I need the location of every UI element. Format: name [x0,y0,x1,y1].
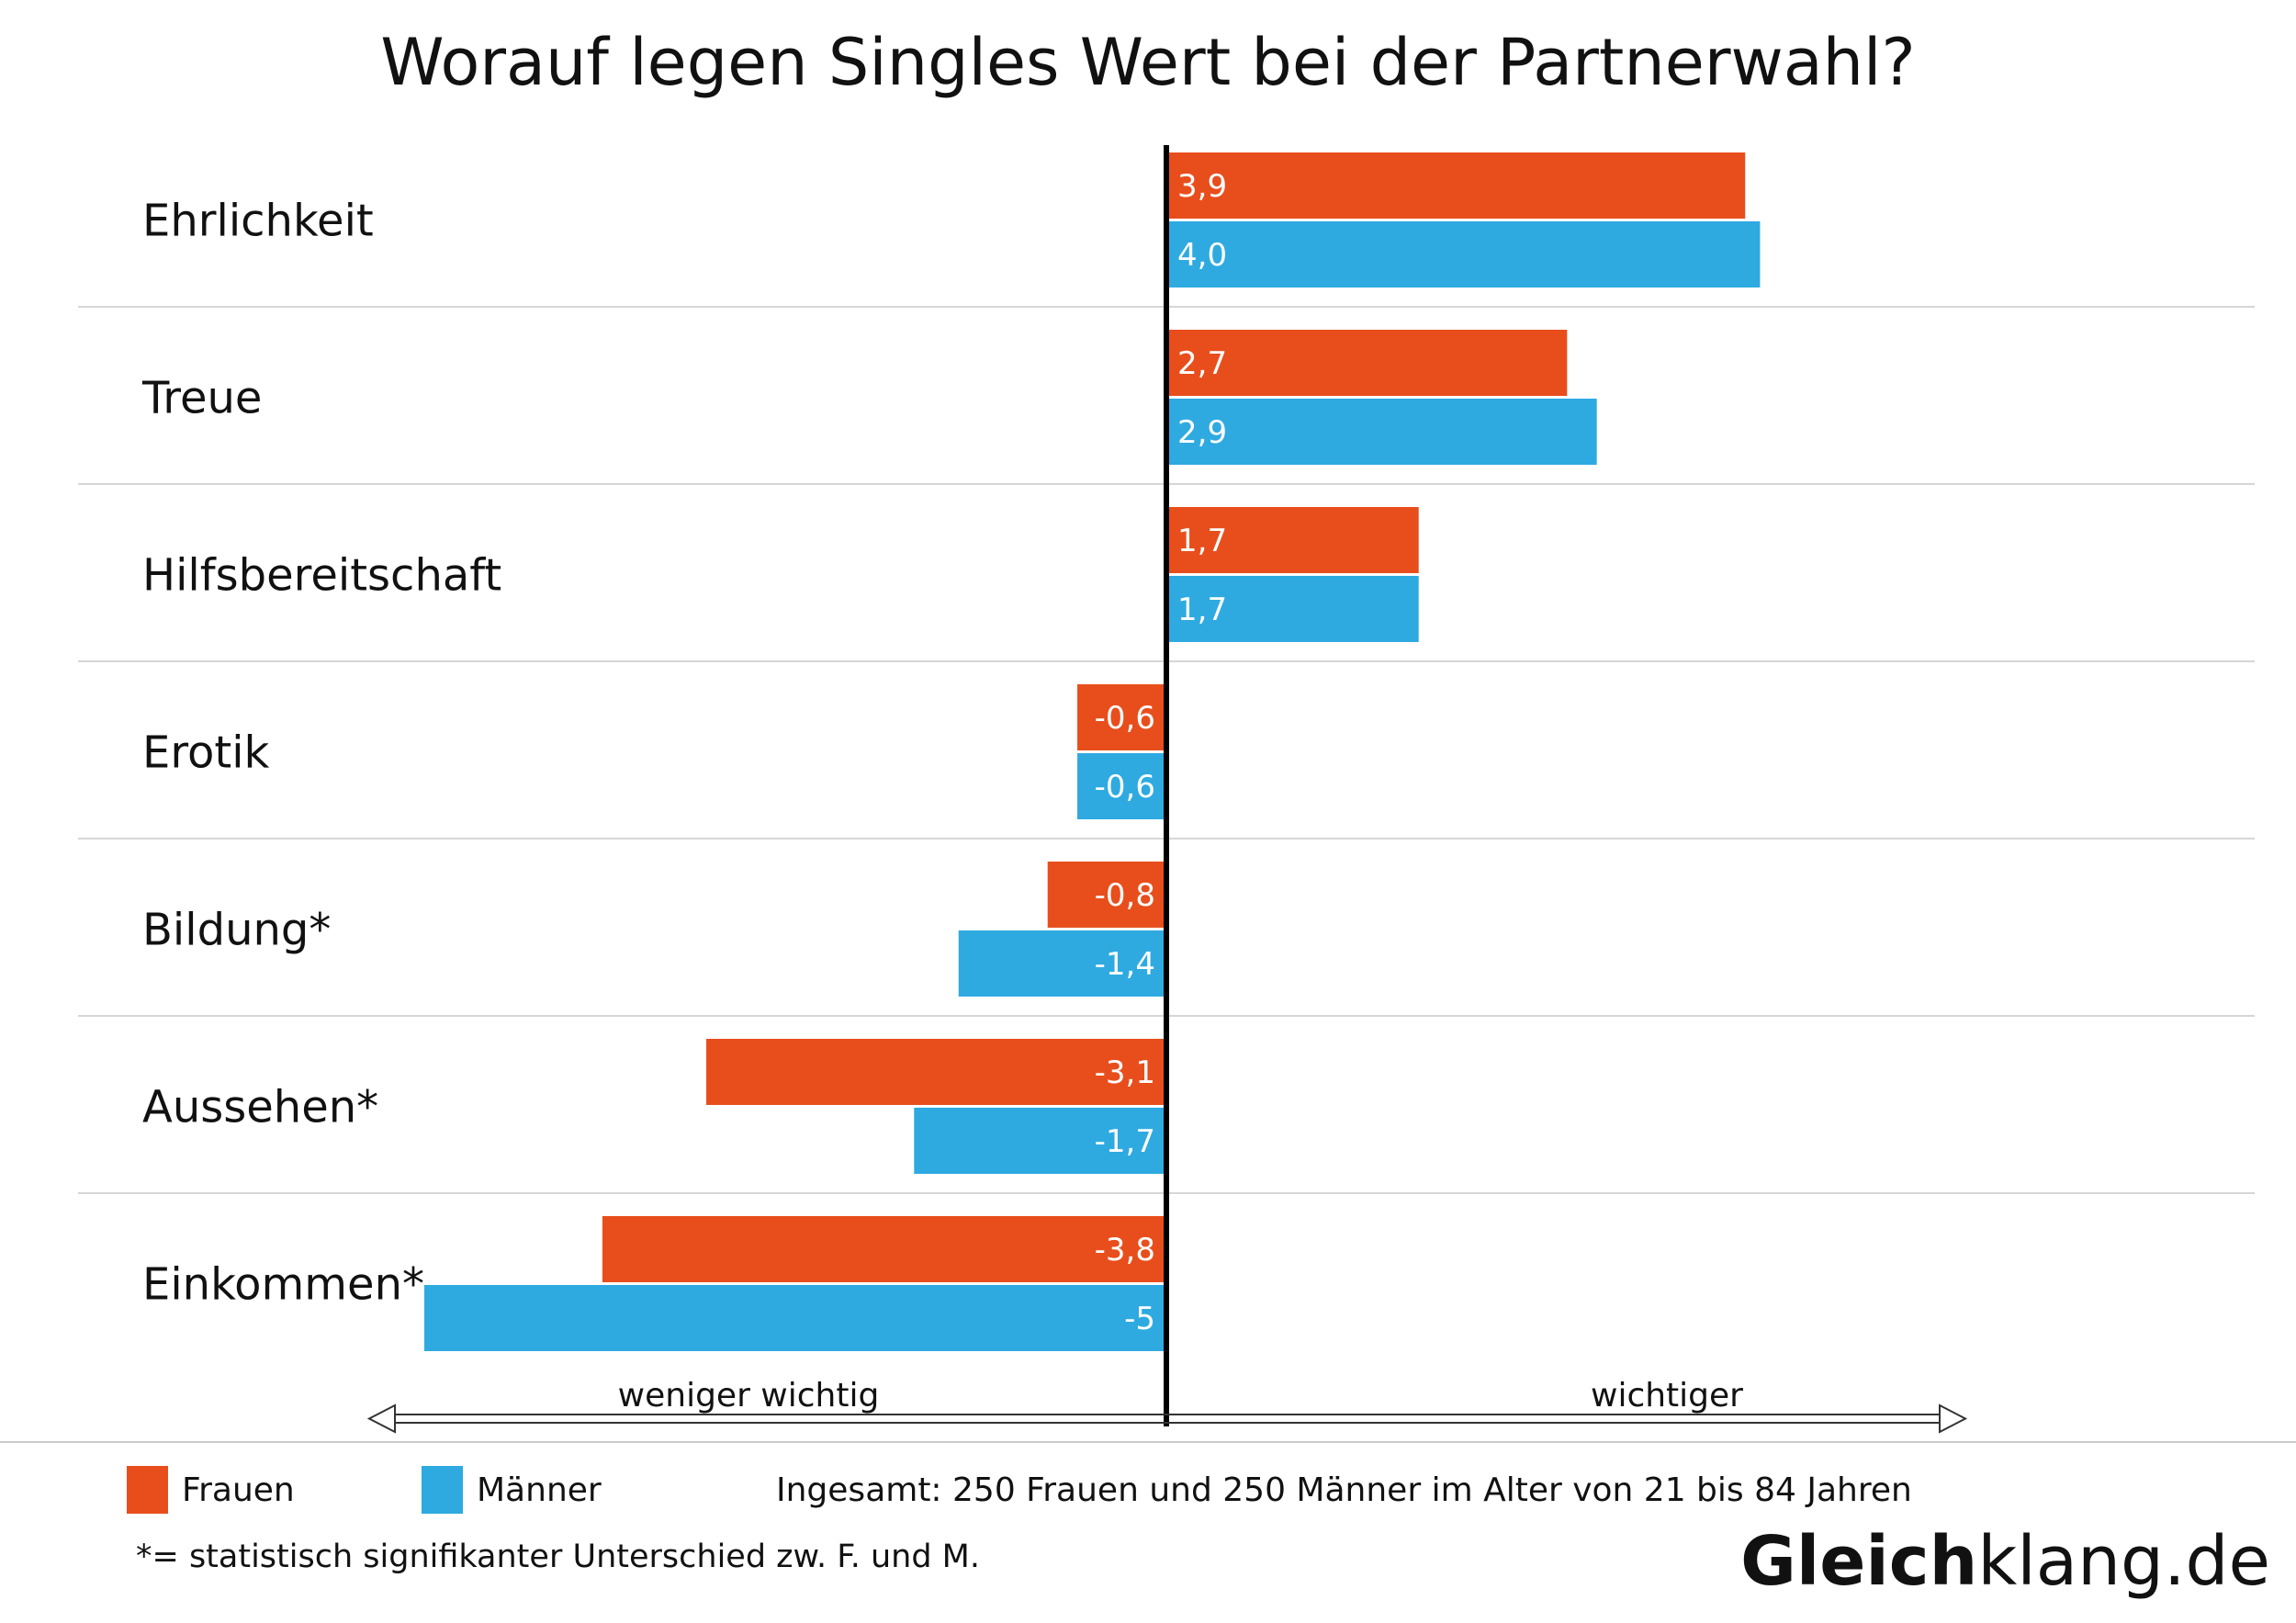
bar-frauen [1047,862,1166,928]
bar-value-label: -0,6 [1095,700,1155,737]
bar-value-label: 2,7 [1177,345,1227,382]
bar-value-label: -5 [1124,1301,1155,1337]
chart-title: Worauf legen Singles Wert bei der Partne… [380,25,1915,100]
legend: Frauen Männer [127,1466,602,1514]
bar-value-label: -0,6 [1095,769,1155,806]
bar-maenner [1166,576,1419,642]
bars: 3,9 4,0 2,7 2,9 1,7 1,7 -0,6 -0,6 -0,8 -1,4 -3,1 -1… [424,152,1761,1351]
bar-maenner [1077,753,1166,819]
bar-maenner [1166,399,1597,465]
bar-value-label: -3,1 [1095,1054,1155,1091]
direction-arrows [366,1403,1968,1434]
category-label: Erotik [142,727,270,779]
bar-value-label: -0,8 [1095,877,1155,914]
bar-value-label: 1,7 [1177,523,1227,559]
category-label: Aussehen* [142,1082,378,1133]
bar-maenner [1166,221,1761,287]
significance-footnote: *= statistisch signifikanter Unterschied… [136,1538,980,1575]
brand-bold-part: Gleich [1740,1522,1977,1601]
bar-maenner [914,1108,1166,1174]
bar-value-label: 4,0 [1177,237,1227,274]
category-label: Hilfsbereitschaft [142,550,501,602]
category-label: Treue [141,373,262,424]
legend-swatch-frauen [127,1466,168,1514]
category-label: Einkommen* [142,1259,424,1311]
bar-frauen [1077,684,1166,750]
bar-value-label: -1,7 [1095,1123,1155,1160]
sample-note: Ingesamt: 250 Frauen und 250 Männer im A… [776,1471,1912,1509]
bar-frauen [602,1216,1166,1282]
bar-frauen [1166,330,1568,396]
bar-frauen [706,1039,1166,1105]
legend-label-frauen: Frauen [182,1471,295,1509]
bar-maenner [958,930,1166,997]
right-arrow [1166,1403,1968,1434]
bar-frauen [1166,152,1746,219]
category-label: Ehrlichkeit [142,196,374,247]
bar-value-label: -3,8 [1095,1232,1155,1268]
category-labels: Ehrlichkeit Treue Hilfsbereitschaft Erotik B… [141,196,501,1311]
bar-value-label: 1,7 [1177,592,1227,628]
left-arrow [366,1403,1194,1434]
bar-frauen [1166,507,1419,573]
brand-logo: Gleichklang.de [1740,1522,2270,1601]
bar-value-label: 2,9 [1177,414,1227,451]
category-label: Bildung* [142,905,331,956]
bar-maenner [424,1285,1166,1351]
brand-light-part: klang.de [1977,1522,2270,1601]
bar-value-label: -1,4 [1095,946,1155,983]
bar-value-label: 3,9 [1177,168,1227,205]
axis-left-label: weniger wichtig [618,1377,880,1414]
legend-swatch-maenner [422,1466,463,1514]
legend-label-maenner: Männer [477,1471,602,1509]
axis-right-label: wichtiger [1591,1377,1743,1414]
